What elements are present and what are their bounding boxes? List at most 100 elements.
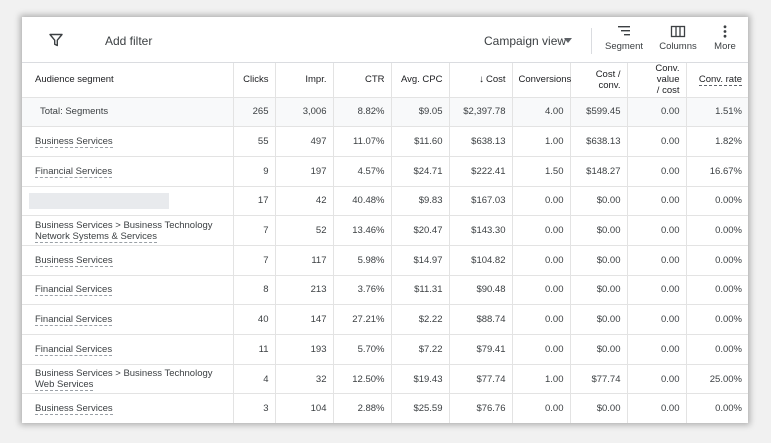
segment-cell[interactable]: Business Services bbox=[22, 245, 234, 276]
cell-cost: $104.82 bbox=[449, 245, 513, 276]
cell-cost: $77.74 bbox=[449, 364, 513, 395]
segment-name[interactable]: Financial Services bbox=[35, 284, 113, 297]
table-row: Financial Services 9 197 4.57% $24.71 $222.41… bbox=[22, 156, 748, 187]
cell-avg-cpc: $24.71 bbox=[391, 156, 450, 187]
cell-avg-cpc: $9.83 bbox=[391, 186, 450, 217]
table-row: Financial Services 11 193 5.70% $7.22 $79.41 0… bbox=[22, 334, 748, 365]
cell-clicks: 55 bbox=[233, 126, 276, 157]
cell-ctr: 4.57% bbox=[333, 156, 392, 187]
cell-cost: $88.74 bbox=[449, 304, 513, 335]
cell-ctr: 5.98% bbox=[333, 245, 392, 276]
add-filter-button[interactable]: Add filter bbox=[105, 34, 153, 48]
more-vert-icon bbox=[723, 25, 727, 38]
segment-name[interactable]: Business Services > Business Technology bbox=[35, 368, 213, 380]
segment-cell[interactable]: Business Services > Business Technology N… bbox=[22, 215, 234, 246]
header-avg-cpc[interactable]: Avg. CPC bbox=[391, 63, 450, 98]
segment-name[interactable]: Business Services bbox=[35, 403, 113, 416]
cell-conv-rate: 0.00% bbox=[686, 215, 748, 246]
header-cost[interactable]: ↓ Cost bbox=[449, 63, 513, 98]
header-conv-value-per-cost[interactable]: Conv. value / cost bbox=[627, 63, 687, 98]
cell-clicks: 3 bbox=[233, 393, 276, 423]
segment-name[interactable]: Business Services > Business Technology bbox=[35, 219, 213, 231]
header-ctr[interactable]: CTR bbox=[333, 63, 392, 98]
cell-impr: 42 bbox=[275, 186, 334, 217]
table-row: Financial Services 40 147 27.21% $2.22 $88.74… bbox=[22, 304, 748, 335]
chevron-down-icon[interactable] bbox=[564, 38, 572, 43]
segment-subname[interactable]: Web Services bbox=[35, 379, 94, 392]
cell-cost-conv: $0.00 bbox=[570, 334, 628, 365]
audience-segment-table: Audience segment Clicks Impr. CTR Avg. C… bbox=[22, 63, 748, 423]
cell-conv-rate: 16.67% bbox=[686, 156, 748, 187]
segment-label: Segment bbox=[604, 41, 644, 52]
campaign-view-dropdown[interactable]: Campaign view bbox=[484, 34, 567, 48]
cell-conversions: 0.00 bbox=[512, 186, 571, 217]
cell-cost-conv: $77.74 bbox=[570, 364, 628, 395]
segment-subname[interactable]: Network Systems & Services bbox=[35, 230, 157, 243]
segment-cell[interactable]: Business Services bbox=[22, 393, 234, 423]
sort-descending-icon: ↓ bbox=[478, 74, 484, 86]
cell-conversions: 0.00 bbox=[512, 215, 571, 246]
cell-ctr: 11.07% bbox=[333, 126, 392, 157]
table-row: Business Services 3 104 2.88% $25.59 $76.76 0.… bbox=[22, 393, 748, 423]
segment-cell[interactable]: Financial Services bbox=[22, 304, 234, 335]
segment-cell[interactable]: Financial Services bbox=[22, 156, 234, 187]
header-conversions[interactable]: Conversions bbox=[512, 63, 571, 98]
segment-cell[interactable] bbox=[22, 186, 234, 217]
cell-avg-cpc: $19.43 bbox=[391, 364, 450, 395]
cell-conversions: 0.00 bbox=[512, 304, 571, 335]
segment-cell[interactable]: Business Services > Business Technology W… bbox=[22, 364, 234, 395]
cell-ctr: 27.21% bbox=[333, 304, 392, 335]
segment-name[interactable]: Business Services bbox=[35, 254, 113, 267]
segment-cell[interactable]: Financial Services bbox=[22, 275, 234, 306]
header-clicks[interactable]: Clicks bbox=[233, 63, 276, 98]
redacted-segment bbox=[29, 192, 169, 209]
segment-name[interactable]: Financial Services bbox=[35, 314, 113, 327]
table-row: Business Services 7 117 5.98% $14.97 $104.82 0… bbox=[22, 245, 748, 276]
header-impr[interactable]: Impr. bbox=[275, 63, 334, 98]
cell-ctr: 2.88% bbox=[333, 393, 392, 423]
cell-avg-cpc: $11.60 bbox=[391, 126, 450, 157]
header-cost-per-conv[interactable]: Cost / conv. bbox=[570, 63, 628, 98]
columns-label: Columns bbox=[659, 41, 697, 52]
toolbar-divider bbox=[591, 28, 592, 54]
header-row: Audience segment Clicks Impr. CTR Avg. C… bbox=[22, 63, 748, 98]
total-ctr: 8.82% bbox=[333, 97, 392, 128]
cell-conv-value: 0.00 bbox=[627, 275, 687, 306]
header-conv-rate[interactable]: Conv. rate bbox=[686, 63, 748, 98]
filter-icon[interactable] bbox=[49, 33, 63, 47]
cell-avg-cpc: $2.22 bbox=[391, 304, 450, 335]
cell-conv-rate: 1.82% bbox=[686, 126, 748, 157]
cell-impr: 497 bbox=[275, 126, 334, 157]
cell-conv-value: 0.00 bbox=[627, 304, 687, 335]
segment-cell[interactable]: Financial Services bbox=[22, 334, 234, 365]
more-label: More bbox=[714, 41, 736, 52]
header-audience-segment[interactable]: Audience segment bbox=[22, 63, 234, 98]
segment-name[interactable]: Business Services bbox=[35, 136, 113, 149]
total-impr: 3,006 bbox=[275, 97, 334, 128]
segment-name[interactable]: Financial Services bbox=[35, 165, 113, 178]
cell-impr: 32 bbox=[275, 364, 334, 395]
cell-clicks: 7 bbox=[233, 245, 276, 276]
cell-cost: $90.48 bbox=[449, 275, 513, 306]
cell-ctr: 3.76% bbox=[333, 275, 392, 306]
segment-button[interactable]: Segment bbox=[602, 25, 646, 52]
cell-cost-conv: $0.00 bbox=[570, 186, 628, 217]
cell-ctr: 12.50% bbox=[333, 364, 392, 395]
more-button[interactable]: More bbox=[707, 25, 743, 52]
cell-impr: 197 bbox=[275, 156, 334, 187]
cell-conv-value: 0.00 bbox=[627, 245, 687, 276]
cell-ctr: 5.70% bbox=[333, 334, 392, 365]
cell-clicks: 9 bbox=[233, 156, 276, 187]
columns-button[interactable]: Columns bbox=[654, 25, 702, 52]
cell-conversions: 1.00 bbox=[512, 126, 571, 157]
segment-name[interactable]: Financial Services bbox=[35, 343, 113, 356]
cell-clicks: 8 bbox=[233, 275, 276, 306]
cell-cost-conv: $0.00 bbox=[570, 275, 628, 306]
cell-conv-value: 0.00 bbox=[627, 156, 687, 187]
cell-clicks: 17 bbox=[233, 186, 276, 217]
segment-cell[interactable]: Business Services bbox=[22, 126, 234, 157]
cell-conv-rate: 25.00% bbox=[686, 364, 748, 395]
cell-avg-cpc: $7.22 bbox=[391, 334, 450, 365]
total-conv-rate: 1.51% bbox=[686, 97, 748, 128]
cell-cost-conv: $148.27 bbox=[570, 156, 628, 187]
